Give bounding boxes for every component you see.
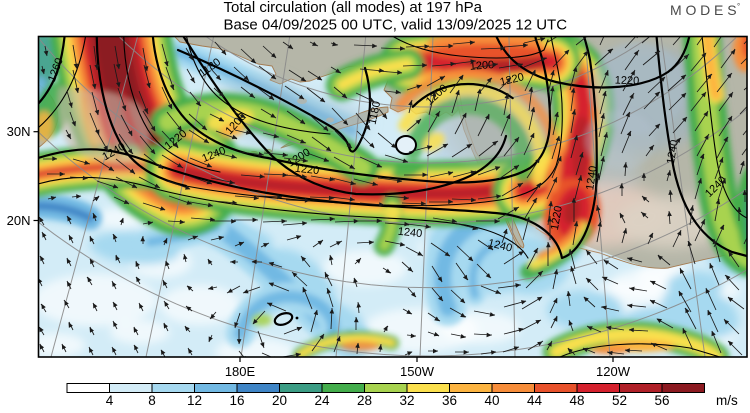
svg-text:1240: 1240 (665, 139, 681, 165)
svg-text:40: 40 (484, 393, 499, 408)
svg-text:36: 36 (442, 393, 457, 408)
svg-text:52: 52 (612, 393, 627, 408)
svg-text:30N: 30N (7, 124, 31, 139)
svg-text:56: 56 (654, 393, 669, 408)
svg-text:1240: 1240 (487, 237, 514, 255)
svg-text:Total circulation (all modes): Total circulation (all modes) at 197 hPa (224, 0, 483, 16)
svg-text:1200: 1200 (469, 59, 494, 73)
svg-text:20N: 20N (7, 213, 31, 228)
svg-text:180E: 180E (225, 364, 256, 379)
svg-text:32: 32 (399, 393, 414, 408)
svg-text:24: 24 (314, 393, 330, 408)
svg-text:16: 16 (229, 393, 244, 408)
svg-text:8: 8 (148, 393, 156, 408)
svg-text:1220: 1220 (499, 71, 526, 89)
svg-text:m/s: m/s (716, 393, 738, 408)
svg-text:28: 28 (357, 393, 372, 408)
svg-text:4: 4 (106, 393, 114, 408)
svg-text:1220: 1220 (294, 163, 320, 177)
svg-text:°: ° (737, 2, 740, 11)
svg-text:12: 12 (187, 393, 202, 408)
svg-text:1240: 1240 (584, 165, 599, 191)
svg-text:1220: 1220 (615, 74, 640, 87)
svg-text:44: 44 (527, 393, 543, 408)
svg-text:Base 04/09/2025 00 UTC, valid: Base 04/09/2025 00 UTC, valid 13/09/2025… (224, 17, 568, 34)
svg-text:150W: 150W (400, 364, 435, 379)
svg-text:MODES: MODES (670, 2, 740, 18)
svg-text:1180: 1180 (367, 100, 384, 126)
svg-text:120W: 120W (596, 364, 631, 379)
svg-text:1240: 1240 (397, 226, 423, 240)
svg-text:20: 20 (272, 393, 287, 408)
svg-text:1220: 1220 (549, 205, 565, 231)
svg-text:48: 48 (569, 393, 584, 408)
